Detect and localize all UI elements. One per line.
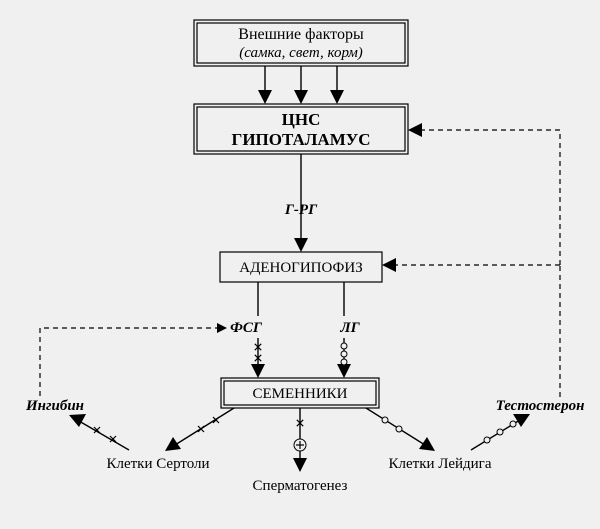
label-fsh: ФСГ bbox=[230, 320, 263, 336]
edge-adeno-fsh: ФСГ bbox=[230, 282, 263, 336]
node-testes: СЕМЕННИКИ bbox=[221, 378, 379, 408]
label-sertoli: Клетки Сертоли bbox=[106, 456, 209, 472]
label-leydig: Клетки Лейдига bbox=[389, 456, 492, 472]
label-spermatogenesis: Сперматогенез bbox=[253, 478, 348, 494]
testes-label: СЕМЕННИКИ bbox=[252, 386, 347, 402]
cns-line2: ГИПОТАЛАМУС bbox=[232, 130, 371, 149]
edge-lh-to-testes bbox=[337, 338, 351, 378]
edge-testes-to-leydig: Клетки Лейдига bbox=[366, 408, 492, 472]
label-lh: ЛГ bbox=[339, 320, 360, 336]
cns-line1: ЦНС bbox=[282, 110, 321, 129]
node-external-factors: Внешние факторы (самка, свет, корм) bbox=[194, 20, 408, 66]
edge-feedback-testosterone bbox=[382, 123, 560, 397]
edge-fsh-to-testes bbox=[251, 338, 265, 378]
label-grg: Г-РГ bbox=[284, 202, 318, 218]
edge-cns-to-adeno: Г-РГ bbox=[284, 154, 318, 252]
external-line1: Внешние факторы bbox=[238, 26, 364, 43]
edge-leydig-to-testosterone: Тестостерон bbox=[471, 398, 584, 450]
node-cns-hypothalamus: ЦНС ГИПОТАЛАМУС bbox=[194, 104, 408, 154]
edge-external-to-cns bbox=[258, 66, 344, 104]
edge-testes-to-sertoli: Клетки Сертоли bbox=[106, 408, 234, 472]
label-testosterone: Тестостерон bbox=[496, 398, 585, 414]
edge-feedback-inhibin-fsh bbox=[40, 323, 227, 396]
edge-sertoli-to-inhibin: Ингибин bbox=[25, 398, 129, 450]
edge-testes-to-spermatogenesis: Сперматогенез bbox=[253, 408, 348, 494]
label-inhibin: Ингибин bbox=[25, 398, 84, 414]
adeno-label: АДЕНОГИПОФИЗ bbox=[239, 260, 362, 276]
endocrine-flowchart: Внешние факторы (самка, свет, корм) ЦНС … bbox=[0, 0, 600, 529]
node-adenohypophysis: АДЕНОГИПОФИЗ bbox=[220, 252, 382, 282]
external-line2: (самка, свет, корм) bbox=[239, 45, 363, 61]
edge-adeno-lh: ЛГ bbox=[339, 282, 360, 336]
